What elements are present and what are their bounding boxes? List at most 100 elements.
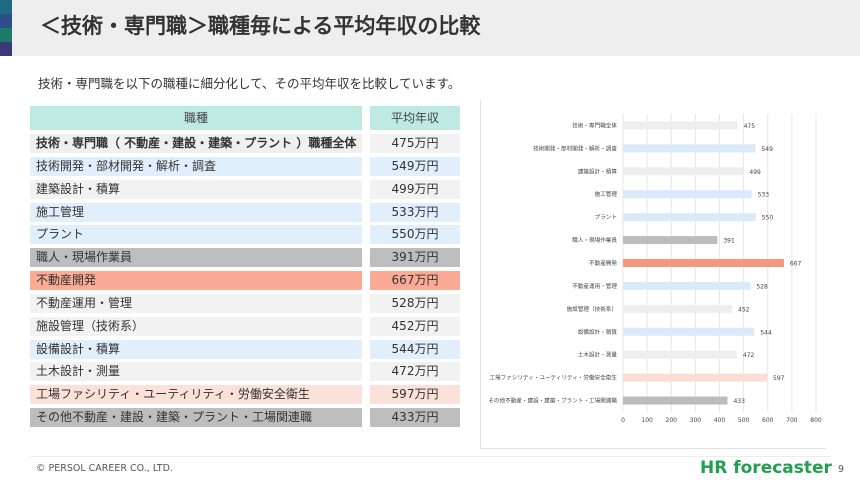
salary-cell: 433万円: [370, 408, 460, 428]
tick-label: 500: [738, 417, 750, 424]
data-label: 433: [733, 398, 745, 405]
table-row: 建築設計・積算 499万円: [30, 179, 460, 199]
chart-bar: [623, 350, 737, 359]
table-row: 施設管理（技術系） 452万円: [30, 316, 460, 336]
salary-bar-chart: 技術・専門職全体 475 技術開発・部材開発・解析・調査 549 建築設計・積算 499 施…: [488, 114, 822, 424]
table-row: 設備設計・積算 544万円: [30, 339, 460, 359]
salary-cell: 472万円: [370, 362, 460, 382]
data-label: 452: [738, 306, 750, 313]
data-label: 597: [773, 375, 785, 382]
copyright-text: © PERSOL CAREER CO., LTD.: [36, 463, 173, 474]
table-row: 不動産開発 667万円: [30, 271, 460, 291]
category-label: 職人・現場作業員: [572, 236, 617, 244]
table-row: 土木設計・測量 472万円: [30, 362, 460, 382]
chart-bar: [623, 373, 768, 382]
salary-cell: 528万円: [370, 293, 460, 313]
chart-bar: [623, 281, 751, 290]
category-label: 技術・専門職全体: [572, 121, 617, 129]
chart-bar: [623, 190, 752, 199]
salary-cell: 533万円: [370, 202, 460, 222]
data-label: 533: [758, 192, 770, 199]
page-subtitle: 技術・専門職を以下の職種に細分化して、その平均年収を比較しています。: [38, 76, 461, 91]
category-label: 技術開発・部材開発・解析・調査: [533, 144, 617, 152]
chart-bar: [623, 121, 738, 130]
category-label: 不動産開発: [589, 259, 617, 267]
data-label: 475: [744, 123, 756, 130]
column-header-salary: 平均年収: [370, 106, 460, 130]
table-row: 不動産運用・管理 528万円: [30, 293, 460, 313]
table-row: 技術・専門職（ 不動産・建設・建築・プラント ）職種全体 475万円: [30, 134, 460, 153]
chart-bar: [623, 396, 728, 405]
category-label: 施工管理: [595, 190, 618, 198]
job-cell: 不動産開発: [30, 271, 362, 291]
chart-bar: [623, 213, 756, 222]
footer-divider: [30, 456, 830, 457]
category-label: 工場ファシリティ・ユーティリティ・労働安全衛生: [489, 374, 617, 382]
job-cell: 土木設計・測量: [30, 362, 362, 382]
page-number: 9: [838, 464, 845, 475]
chart-bar: [623, 327, 755, 336]
job-cell: 施工管理: [30, 202, 362, 222]
data-label: 499: [749, 169, 761, 176]
category-label: その他不動産・建設・建築・プラント・工場関連職: [488, 397, 617, 405]
category-label: 施設管理（技術系）: [567, 305, 617, 313]
table-row: その他不動産・建設・建築・プラント・工場関連職 433万円: [30, 408, 460, 428]
chart-bar: [623, 167, 744, 176]
table-row: 技術開発・部材開発・解析・調査 549万円: [30, 156, 460, 176]
data-label: 544: [760, 329, 772, 336]
tick-label: 700: [786, 417, 798, 424]
data-label: 550: [762, 215, 774, 222]
header-band: ＜技術・専門職＞職種毎による平均年収の比較: [0, 0, 860, 56]
category-label: 設備設計・積算: [578, 328, 618, 336]
accent-stripe: [0, 14, 12, 28]
page-title: ＜技術・専門職＞職種毎による平均年収の比較: [40, 14, 481, 38]
accent-stripe: [0, 42, 12, 56]
accent-stripe: [0, 0, 12, 14]
column-header-job: 職種: [30, 106, 362, 130]
salary-cell: 452万円: [370, 316, 460, 336]
chart-container: 技術・専門職全体 475 技術開発・部材開発・解析・調査 549 建築設計・積算 499 施…: [480, 100, 826, 449]
category-label: 建築設計・積算: [578, 167, 618, 175]
data-label: 549: [761, 146, 773, 153]
salary-cell: 550万円: [370, 225, 460, 245]
tick-label: 200: [666, 417, 678, 424]
tick-label: 400: [714, 417, 726, 424]
category-label: 土木設計・測量: [578, 351, 618, 359]
table-body: 技術・専門職（ 不動産・建設・建築・プラント ）職種全体 475万円 技術開発・部材…: [30, 134, 460, 428]
salary-table: 職種 平均年収 技術・専門職（ 不動産・建設・建築・プラント ）職種全体 475万…: [30, 106, 460, 431]
data-label: 667: [790, 261, 802, 268]
tick-label: 300: [690, 417, 702, 424]
data-label: 472: [743, 352, 755, 359]
table-row: プラント 550万円: [30, 225, 460, 245]
job-cell: その他不動産・建設・建築・プラント・工場関連職: [30, 408, 362, 428]
job-cell: プラント: [30, 225, 362, 245]
chart-bar: [623, 144, 756, 153]
job-cell: 技術・専門職（ 不動産・建設・建築・プラント ）職種全体: [30, 134, 362, 153]
salary-cell: 499万円: [370, 179, 460, 199]
tick-label: 800: [810, 417, 822, 424]
job-cell: 工場ファシリティ・ユーティリティ・労働安全衛生: [30, 385, 362, 405]
data-label: 528: [756, 283, 768, 290]
job-cell: 不動産運用・管理: [30, 293, 362, 313]
table-row: 工場ファシリティ・ユーティリティ・労働安全衛生 597万円: [30, 385, 460, 405]
category-label: プラント: [595, 214, 617, 221]
data-label: 391: [723, 238, 735, 245]
job-cell: 建築設計・積算: [30, 179, 362, 199]
table-header-row: 職種 平均年収: [30, 106, 460, 130]
table-row: 施工管理 533万円: [30, 202, 460, 222]
job-cell: 設備設計・積算: [30, 339, 362, 359]
salary-cell: 391万円: [370, 248, 460, 268]
tick-label: 600: [762, 417, 774, 424]
salary-cell: 549万円: [370, 156, 460, 176]
job-cell: 技術開発・部材開発・解析・調査: [30, 156, 362, 176]
salary-cell: 667万円: [370, 271, 460, 291]
brand-logo: HR forecaster: [700, 458, 832, 478]
job-cell: 施設管理（技術系）: [30, 316, 362, 336]
salary-cell: 475万円: [370, 134, 460, 153]
tick-label: 100: [641, 417, 653, 424]
category-label: 不動産運用・管理: [572, 282, 617, 290]
salary-cell: 544万円: [370, 339, 460, 359]
table-row: 職人・現場作業員 391万円: [30, 248, 460, 268]
salary-cell: 597万円: [370, 385, 460, 405]
tick-label: 0: [621, 417, 625, 424]
